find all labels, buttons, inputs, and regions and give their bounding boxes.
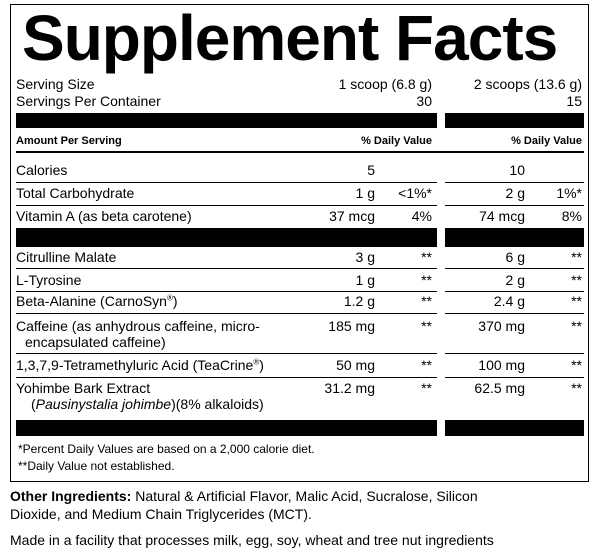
row-rule [16, 205, 437, 206]
name-part: ® [166, 293, 173, 303]
row-rule [16, 291, 437, 292]
section-bar [445, 420, 584, 436]
row-amt2: 62.5 mg [474, 380, 525, 396]
row-rule [445, 313, 584, 314]
row-name: L-Tyrosine [16, 272, 82, 288]
row-rule [16, 313, 437, 314]
row-amt1: 31.2 mg [324, 380, 375, 396]
section-bar [16, 420, 437, 436]
row-amt1: 50 mg [336, 357, 375, 373]
row-amt2: 2.4 g [493, 293, 525, 309]
row-dv2: 8% [561, 208, 582, 224]
row-amt2: 2 g [505, 272, 525, 288]
facility: Made in a facility that processes milk, … [10, 532, 494, 548]
section-bar [445, 228, 584, 247]
row-rule [16, 353, 437, 354]
servings-2: 15 [566, 93, 582, 109]
row-dv1: <1%* [398, 185, 432, 201]
row-dv2: ** [571, 249, 582, 265]
serving-size-label: Serving Size [16, 76, 95, 92]
row-name: 1,3,7,9-Tetramethyluric Acid (TeaCrine®) [16, 357, 264, 373]
row-rule [445, 377, 584, 378]
row-amt1: 185 mg [328, 318, 375, 334]
row-dv1: ** [421, 380, 432, 396]
row-amt1: 37 mcg [329, 208, 375, 224]
header-amount: Amount Per Serving [16, 135, 122, 147]
row-name: Calories [16, 162, 68, 178]
row-dv2: ** [571, 357, 582, 373]
header-rule [16, 151, 584, 153]
row-rule [16, 268, 437, 269]
row-name: Total Carbohydrate [16, 185, 135, 201]
row-amt1: 5 [367, 162, 375, 178]
row-dv1: ** [421, 249, 432, 265]
servings-label: Servings Per Container [16, 93, 161, 109]
name-part: )(8% alkaloids) [171, 396, 264, 412]
name-part: encapsulated caffeine) [25, 334, 166, 350]
row-amt1: 3 g [355, 249, 375, 265]
row-amt2: 74 mcg [479, 208, 525, 224]
row-dv2: ** [571, 293, 582, 309]
section-bar [445, 113, 584, 128]
name-part: Pausinystalia johimbe [35, 396, 172, 412]
row-rule [445, 182, 584, 183]
name-part: ( [31, 396, 36, 412]
title: Supplement Facts [22, 2, 558, 74]
row-rule [445, 205, 584, 206]
serving-size-1: 1 scoop (6.8 g) [338, 76, 432, 92]
other-ingredients: Other Ingredients: Natural & Artificial … [10, 487, 510, 523]
name-part: ® [253, 357, 260, 367]
row-amt1: 1 g [355, 185, 375, 201]
row-dv2: ** [571, 380, 582, 396]
serving-size-2: 2 scoops (13.6 g) [473, 76, 582, 92]
servings-1: 30 [416, 93, 432, 109]
row-dv1: ** [421, 293, 432, 309]
other-text: Natural & Artificial Flavor, Malic Acid,… [10, 488, 478, 522]
footnote: **Daily Value not established. [18, 459, 175, 473]
row-dv2: 1%* [556, 185, 582, 201]
row-dv2: ** [571, 272, 582, 288]
name-part: Caffeine (as anhydrous caffeine, micro- [16, 318, 260, 334]
row-rule [445, 268, 584, 269]
row-name: Yohimbe Bark Extract (Pausinystalia johim… [16, 380, 264, 412]
row-amt1: 1 g [355, 272, 375, 288]
row-name: Vitamin A (as beta carotene) [16, 208, 192, 224]
row-dv2: ** [571, 318, 582, 334]
name-part: Beta-Alanine (CarnoSyn [16, 293, 167, 309]
facts-box [10, 4, 589, 482]
row-dv1: ** [421, 272, 432, 288]
name-part: ) [259, 357, 264, 373]
name-part: 1,3,7,9-Tetramethyluric Acid (TeaCrine [16, 357, 254, 373]
row-rule [16, 377, 437, 378]
row-name: Citrulline Malate [16, 249, 117, 265]
row-name: Caffeine (as anhydrous caffeine, micro-e… [16, 318, 260, 350]
row-rule [445, 353, 584, 354]
section-bar [16, 113, 437, 128]
row-dv1: ** [421, 318, 432, 334]
row-amt2: 2 g [505, 185, 525, 201]
header-dv2: % Daily Value [511, 135, 582, 147]
footnote: *Percent Daily Values are based on a 2,0… [18, 442, 315, 456]
row-dv1: ** [421, 357, 432, 373]
row-rule [16, 182, 437, 183]
other-label: Other Ingredients: [10, 488, 132, 504]
row-rule [445, 291, 584, 292]
row-amt2: 370 mg [478, 318, 525, 334]
section-bar [16, 228, 437, 247]
row-dv1: 4% [411, 208, 432, 224]
header-dv1: % Daily Value [361, 135, 432, 147]
name-part: Yohimbe Bark Extract [16, 380, 151, 396]
row-amt2: 10 [509, 162, 525, 178]
row-name: Beta-Alanine (CarnoSyn®) [16, 293, 178, 309]
row-amt2: 100 mg [478, 357, 525, 373]
name-part: ) [172, 293, 178, 309]
row-amt1: 1.2 g [343, 293, 375, 309]
row-amt2: 6 g [505, 249, 525, 265]
